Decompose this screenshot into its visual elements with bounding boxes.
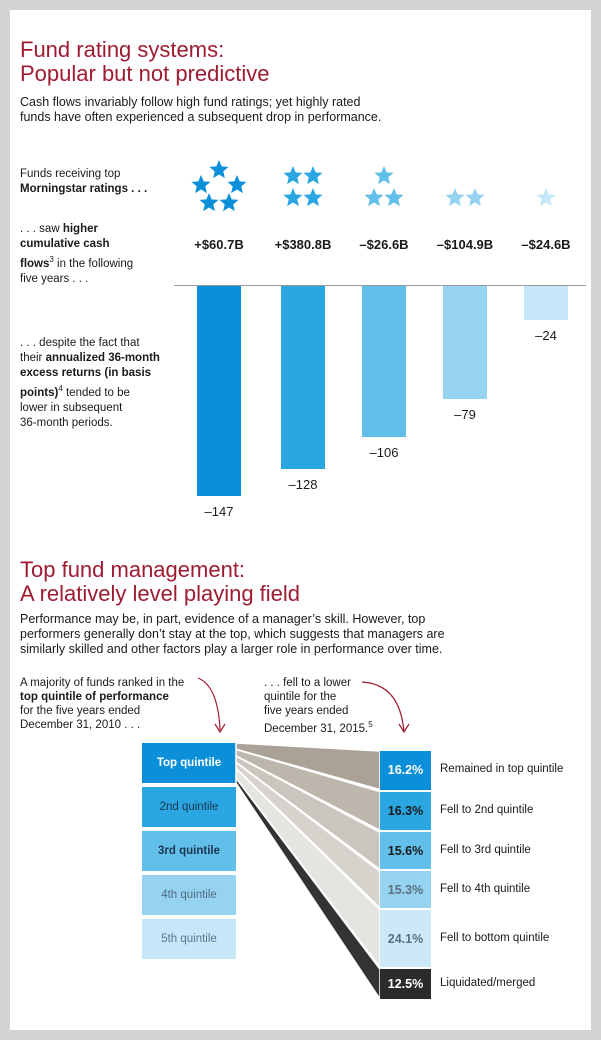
bar-value-label: –79	[454, 406, 476, 422]
bar-value-label: –106	[369, 445, 399, 461]
chart-baseline	[174, 285, 586, 286]
return-bar	[362, 286, 406, 438]
outcome-label: Remained in top quintile	[440, 763, 564, 776]
flow-band	[235, 742, 381, 791]
return-bar	[443, 286, 487, 399]
flow-band	[235, 748, 381, 832]
star-rating-2	[433, 158, 497, 218]
bar-value-label: –147	[204, 504, 234, 519]
cash-flow-value: –$26.6B	[359, 237, 409, 252]
outcome-label: Fell to 2nd quintile	[440, 803, 534, 816]
quintile-box: 4th quintile	[142, 875, 236, 915]
cash-flow-value: –$104.9B	[436, 237, 494, 252]
note-right: . . . fell to a lower quintile for the f…	[264, 677, 373, 735]
star-icon	[445, 188, 465, 207]
flow-band	[235, 775, 381, 1002]
star-icon	[199, 193, 219, 212]
note-left: A majority of funds ranked in the top qu…	[20, 677, 185, 731]
star-icon	[384, 188, 404, 207]
return-bar	[281, 286, 325, 469]
outcome-label: Liquidated/merged	[440, 977, 536, 990]
star-icon	[209, 160, 229, 179]
cash-flow-value: +$60.7B	[194, 237, 244, 252]
star-icon	[283, 166, 303, 185]
star-icon	[227, 175, 247, 194]
outcome-percent: 16.2%	[380, 751, 431, 790]
star-icon	[191, 175, 211, 194]
return-bar	[197, 286, 241, 496]
outcome-percent: 16.3%	[380, 791, 431, 831]
quintile-box: 5th quintile	[142, 919, 236, 959]
return-bar	[524, 286, 568, 321]
outcome-percent: 12.5%	[380, 969, 431, 999]
star-icon	[374, 166, 394, 185]
star-icon	[465, 188, 485, 207]
star-icon	[219, 193, 239, 212]
arrow-left	[197, 677, 221, 731]
quintile-box: 2nd quintile	[142, 787, 236, 827]
section1-subtitle: Cash flows invariably follow high fund r…	[20, 95, 382, 124]
flow-band	[235, 766, 381, 970]
star-icon	[303, 166, 323, 185]
quintile-box: Top quintile	[142, 743, 236, 783]
star-icon	[303, 188, 323, 207]
star-icon	[283, 188, 303, 207]
section2-subtitle: Performance may be, in part, evidence of…	[20, 612, 445, 656]
returns-label: . . . despite the fact that their annual…	[20, 337, 160, 429]
outcome-label: Fell to 4th quintile	[440, 882, 531, 895]
arrow-right	[361, 681, 405, 733]
cash-flow-value: –$24.6B	[521, 237, 571, 252]
outcome-percent: 24.1%	[380, 909, 431, 968]
outcome-label: Fell to 3rd quintile	[440, 843, 531, 856]
outcome-percent: 15.3%	[380, 871, 431, 908]
star-icon	[536, 188, 556, 207]
infographic-panel: Fund rating systems: Popular but not pre…	[10, 10, 591, 1030]
pointer-arrows	[197, 677, 410, 734]
star-rating-3	[352, 158, 416, 218]
star-rating-4	[271, 158, 335, 218]
star-rating-5	[187, 158, 251, 218]
cash-flow-value: +$380.8B	[274, 237, 332, 252]
cash-flows-label: . . . saw higher cumulative cash flows3 …	[20, 223, 134, 285]
outcome-label: Fell to bottom quintile	[440, 931, 550, 944]
bar-value-label: –128	[288, 476, 318, 492]
flow-band	[235, 754, 381, 871]
star-rating-1	[514, 158, 578, 218]
section2-title: Top fund management: A relatively level …	[20, 557, 301, 606]
quintile-box: 3rd quintile	[142, 831, 236, 871]
ratings-label: Funds receiving top Morningstar ratings …	[20, 168, 148, 195]
flow-band	[235, 760, 381, 910]
bar-value-label: –24	[535, 328, 557, 344]
outcome-percent: 15.6%	[380, 832, 431, 870]
star-icon	[364, 188, 384, 207]
section1-title: Fund rating systems: Popular but not pre…	[20, 37, 270, 86]
